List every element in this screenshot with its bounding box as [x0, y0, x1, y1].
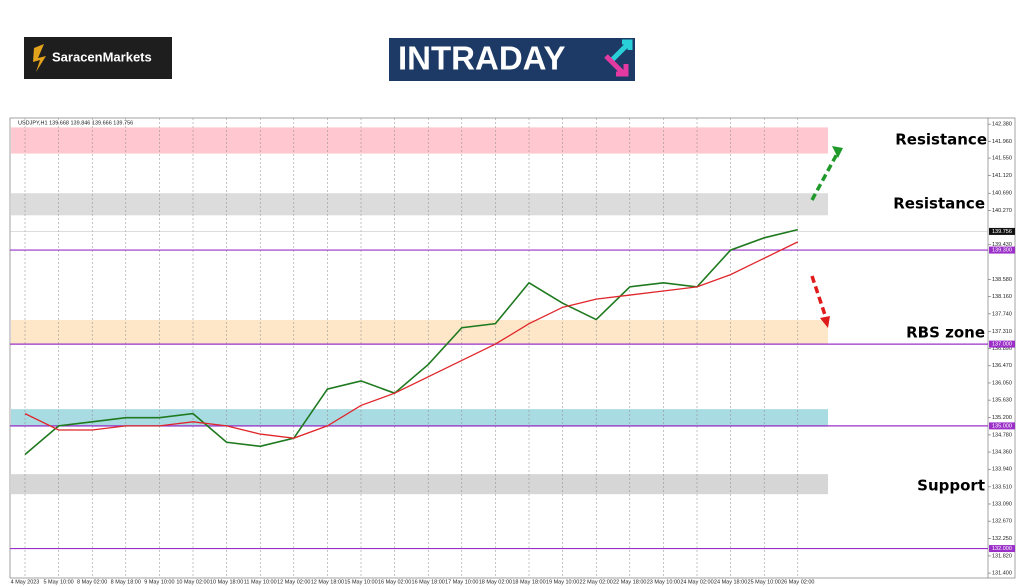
- level-label: 135.000: [992, 423, 1012, 429]
- y-tick-label: 138.160: [992, 294, 1012, 300]
- x-tick-label: 10 May 02:00: [176, 579, 209, 585]
- x-tick-label: 18 May 18:00: [512, 579, 545, 585]
- plot: 4 May 2023 5 May 10:00 8 May 02:00 8 May 18…: [10, 118, 1015, 585]
- y-tick-label: 131.820: [992, 553, 1012, 559]
- y-tick-label: 140.690: [992, 191, 1012, 197]
- x-tick-label: 16 May 18:00: [412, 579, 445, 585]
- y-tick-label: 136.470: [992, 363, 1012, 369]
- level-box: [989, 545, 1015, 553]
- x-tick-label: 19 May 10:00: [546, 579, 579, 585]
- x-tick-label: 22 May 02:00: [580, 579, 613, 585]
- y-tick-label: 141.120: [992, 173, 1012, 179]
- price-line: [24, 228, 798, 456]
- brand-name: SaracenMarkets: [52, 49, 152, 64]
- y-tick-label: 140.270: [992, 208, 1012, 214]
- y-tick-label: 135.200: [992, 415, 1012, 421]
- level-label: 132.000: [992, 546, 1012, 552]
- y-tick-label: 134.360: [992, 450, 1012, 456]
- y-tick-label: 133.940: [992, 467, 1012, 473]
- annotation: Support: [917, 477, 985, 495]
- down-arrow-head: [820, 316, 830, 328]
- x-tick-label: 23 May 10:00: [647, 579, 680, 585]
- y-tick-label: 137.310: [992, 329, 1012, 335]
- badge-text: INTRADAY: [398, 40, 565, 77]
- x-tick-label: 18 May 02:00: [479, 579, 512, 585]
- zone: [11, 474, 828, 495]
- zone: [11, 319, 828, 345]
- level-box: [989, 340, 1015, 348]
- annotation: Resistance: [895, 131, 987, 149]
- x-tick-label: 17 May 10:00: [445, 579, 478, 585]
- x-tick-label: 15 May 10:00: [344, 579, 377, 585]
- current-price-label: 139.756: [992, 229, 1012, 235]
- zone: [11, 127, 828, 154]
- y-tick-label: 139.430: [992, 242, 1012, 248]
- moving-average: [24, 241, 799, 439]
- annotation: RBS zone: [906, 324, 985, 342]
- brand-logo: SaracenMarkets: [24, 37, 172, 79]
- x-tick-label: 22 May 18:00: [613, 579, 646, 585]
- x-tick-label: 16 May 02:00: [378, 579, 411, 585]
- x-tick-label: 10 May 18:00: [210, 579, 243, 585]
- x-tick-label: 5 May 10:00: [43, 579, 73, 585]
- y-tick-label: 137.740: [992, 311, 1012, 317]
- y-tick-label: 136.890: [992, 346, 1012, 352]
- y-tick-label: 136.050: [992, 380, 1012, 386]
- x-tick-label: 9 May 10:00: [144, 579, 174, 585]
- y-tick-label: 142.380: [992, 122, 1012, 128]
- down-arrow: [810, 275, 828, 319]
- x-tick-label: 11 May 10:00: [244, 579, 277, 585]
- x-tick-label: 24 May 18:00: [714, 579, 747, 585]
- up-arrow: [810, 151, 840, 201]
- x-tick-label: 8 May 18:00: [111, 579, 141, 585]
- x-tick-label: 12 May 18:00: [311, 579, 344, 585]
- badge: INTRADAY: [389, 38, 635, 81]
- level-box: [989, 246, 1015, 254]
- chart-frame: [9, 117, 1016, 579]
- zone: [11, 193, 828, 216]
- x-tick-label: 12 May 02:00: [277, 579, 310, 585]
- y-tick-label: 131.400: [992, 571, 1012, 577]
- x-tick-label: 25 May 10:00: [748, 579, 781, 585]
- y-tick-label: 133.090: [992, 501, 1012, 507]
- level-box: [989, 422, 1015, 430]
- y-tick-label: 132.250: [992, 536, 1012, 542]
- x-tick-label: 24 May 02:00: [680, 579, 713, 585]
- up-arrow-head: [832, 146, 843, 158]
- y-tick-label: 138.580: [992, 277, 1012, 283]
- current-price-box: [989, 227, 1015, 235]
- y-tick-label: 141.550: [992, 156, 1012, 162]
- y-tick-label: 141.960: [992, 139, 1012, 145]
- x-tick-label: 26 May 02:00: [781, 579, 814, 585]
- y-tick-label: 132.670: [992, 519, 1012, 525]
- level-label: 137.000: [992, 342, 1012, 348]
- x-tick-label: 4 May 2023: [11, 579, 40, 585]
- y-tick-label: 134.780: [992, 432, 1012, 438]
- symbol-info: USDJPY,H1 139.668 139.846 139.666 139.75…: [18, 120, 133, 126]
- x-tick-label: 8 May 02:00: [77, 579, 107, 585]
- level-label: 139.300: [992, 248, 1012, 254]
- y-tick-label: 135.630: [992, 398, 1012, 404]
- annotation: Resistance: [893, 195, 985, 213]
- y-tick-label: 133.510: [992, 484, 1012, 490]
- zone: [11, 409, 828, 427]
